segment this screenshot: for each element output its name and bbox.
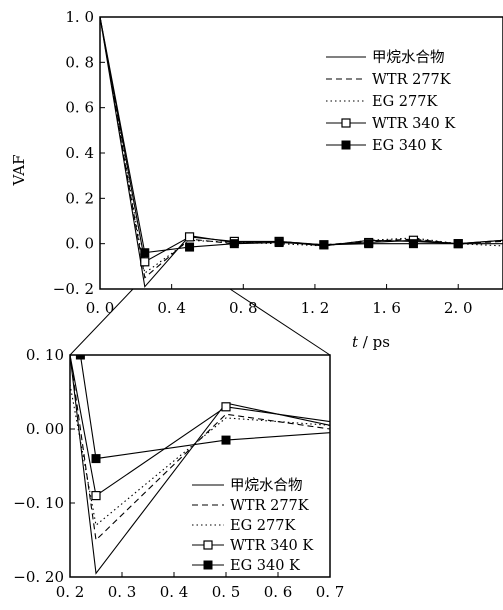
inset-series-clip bbox=[70, 355, 330, 575]
main-data-point-eg-340-k bbox=[364, 239, 374, 249]
inset-series-line-wtr-340-k bbox=[70, 355, 330, 497]
main-x-tick-label: 0. 0 bbox=[86, 299, 115, 317]
main-data-point-eg-340-k bbox=[408, 239, 418, 249]
main-y-tick-label: 0. 4 bbox=[65, 144, 94, 162]
main-data-point-eg-340-k bbox=[274, 238, 284, 248]
inset-x-tick-label: 0. 3 bbox=[108, 583, 137, 601]
main-series-clip bbox=[100, 17, 503, 288]
main-y-tick-label: −0. 2 bbox=[53, 280, 94, 298]
inset-legend-label-wtr-277k: WTR 277K bbox=[230, 498, 310, 514]
inset-legend-marker-eg-340-k bbox=[203, 560, 213, 570]
main-y-axis-label: VAF bbox=[10, 154, 28, 186]
main-x-tick-label: 1. 2 bbox=[301, 299, 330, 317]
main-series-line-eg-277k bbox=[100, 17, 503, 275]
inset-legend-background bbox=[186, 473, 322, 571]
main-series-line-eg-340-k bbox=[100, 17, 503, 254]
main-legend-label-wtr-340-k: WTR 340 K bbox=[372, 116, 456, 132]
inset-series-line-eg-340-k bbox=[79, 355, 330, 460]
main-legend-marker-eg-340-k bbox=[341, 140, 351, 150]
inset-data-point-eg-340-k bbox=[75, 355, 85, 360]
zoom-connector-left bbox=[69, 288, 134, 356]
inset-x-tick-label: 0. 2 bbox=[56, 583, 85, 601]
main-x-axis-label: t / ps bbox=[352, 333, 390, 351]
inset-x-tick-label: 0. 7 bbox=[316, 583, 345, 601]
main-y-tick-label: 0. 2 bbox=[65, 189, 94, 207]
inset-data-point-eg-340-k bbox=[221, 435, 231, 445]
main-y-tick-label: 0. 6 bbox=[65, 99, 94, 117]
main-x-tick-label: 0. 8 bbox=[229, 299, 258, 317]
main-series-group bbox=[100, 17, 503, 288]
main-legend-marker-wtr-340-k bbox=[341, 118, 351, 128]
inset-data-point-wtr-340-k bbox=[221, 402, 231, 412]
main-x-tick-label: 1. 6 bbox=[372, 299, 401, 317]
inset-legend: 甲烷水合物 WTR 277K EG 277K WTR 340 K EG 340 K bbox=[186, 473, 322, 574]
main-legend: 甲烷水合物 WTR 277K EG 277K WTR 340 K EG 340 K bbox=[326, 49, 456, 154]
inset-data-point-eg-340-k bbox=[91, 454, 101, 464]
main-y-ticks: 1. 0 0. 8 0. 6 0. 4 0. 2 0. 0 −0. 2 bbox=[53, 8, 105, 298]
inset-y-tick-label: 0. 00 bbox=[26, 420, 64, 438]
main-data-point-eg-340-k bbox=[185, 242, 195, 252]
inset-legend-label-eg-340-k: EG 340 K bbox=[230, 558, 301, 574]
inset-y-tick-label: 0. 10 bbox=[26, 346, 64, 364]
x-axis-label-variable: t bbox=[352, 333, 359, 351]
zoom-connector-right bbox=[229, 288, 331, 356]
main-data-point-eg-340-k bbox=[140, 248, 150, 258]
inset-legend-label-series: 甲烷水合物 bbox=[230, 477, 303, 494]
inset-legend-label-eg-277k: EG 277K bbox=[230, 518, 296, 534]
main-data-point-eg-340-k bbox=[453, 239, 463, 249]
main-x-tick-label: 2. 0 bbox=[444, 299, 473, 317]
inset-chart: 0. 2 0. 3 0. 4 0. 5 0. 6 0. 7 0. 10 0. 00 −0. 1… bbox=[13, 346, 344, 601]
main-y-tick-label: 1. 0 bbox=[65, 8, 94, 26]
inset-data-point-wtr-340-k bbox=[91, 491, 101, 501]
main-data-point-eg-340-k bbox=[319, 240, 329, 250]
inset-y-ticks: 0. 10 0. 00 −0. 10 −0. 20 bbox=[13, 346, 75, 586]
main-legend-label-wtr-277k: WTR 277K bbox=[372, 72, 452, 88]
main-data-point-wtr-340-k bbox=[140, 257, 150, 267]
inset-legend-label-wtr-340-k: WTR 340 K bbox=[230, 538, 314, 554]
inset-legend-marker-wtr-340-k bbox=[203, 540, 213, 550]
main-legend-label-eg-340-k: EG 340 K bbox=[372, 138, 443, 154]
x-axis-label-unit: / ps bbox=[358, 333, 390, 351]
inset-x-tick-label: 0. 6 bbox=[264, 583, 293, 601]
main-chart: 0. 0 0. 4 0. 8 1. 2 1. 6 2. 0 1. 0 0. 8 0. 6 0. … bbox=[10, 8, 503, 351]
inset-series-line-wtr-277k bbox=[70, 355, 330, 542]
main-data-point-eg-340-k bbox=[229, 239, 239, 249]
main-data-point-wtr-340-k bbox=[184, 232, 195, 242]
inset-x-tick-label: 0. 5 bbox=[212, 583, 241, 601]
main-x-tick-label: 0. 4 bbox=[157, 299, 186, 317]
inset-x-tick-label: 0. 4 bbox=[160, 583, 189, 601]
main-legend-label-series: 甲烷水合物 bbox=[372, 49, 445, 66]
inset-series-group bbox=[70, 355, 330, 575]
inset-x-ticks: 0. 2 0. 3 0. 4 0. 5 0. 6 0. 7 bbox=[56, 572, 345, 601]
main-legend-label-eg-277k: EG 277K bbox=[372, 94, 438, 110]
main-y-tick-label: 0. 0 bbox=[65, 235, 94, 253]
inset-y-tick-label: −0. 10 bbox=[13, 494, 64, 512]
main-x-ticks: 0. 0 0. 4 0. 8 1. 2 1. 6 2. 0 bbox=[86, 284, 473, 317]
inset-y-tick-label: −0. 20 bbox=[13, 568, 64, 586]
main-y-tick-label: 0. 8 bbox=[65, 53, 94, 71]
